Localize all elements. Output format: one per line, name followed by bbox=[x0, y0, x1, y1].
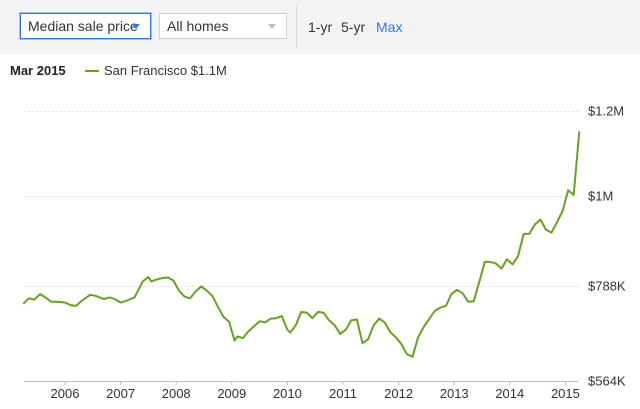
x-tick-label: 2015 bbox=[551, 386, 580, 401]
range-1yr[interactable]: 1-yr bbox=[308, 19, 333, 35]
toolbar: Median sale price All homes 1-yr 5-yr Ma… bbox=[0, 0, 640, 54]
range-max[interactable]: Max bbox=[376, 19, 403, 35]
y-tick-label: $1M bbox=[588, 189, 613, 204]
x-tick-label: 2014 bbox=[495, 386, 524, 401]
x-tick-label: 2012 bbox=[384, 386, 413, 401]
y-tick-label: $788K bbox=[588, 279, 626, 294]
x-tick-label: 2010 bbox=[273, 386, 302, 401]
x-tick-label: 2013 bbox=[440, 386, 469, 401]
series-line-san-francisco bbox=[22, 131, 581, 358]
chevron-down-icon bbox=[132, 24, 140, 29]
chevron-down-icon bbox=[268, 24, 276, 29]
legend-date: Mar 2015 bbox=[10, 63, 66, 78]
range-5yr[interactable]: 5-yr bbox=[341, 19, 366, 35]
x-tick-label: 2009 bbox=[217, 386, 246, 401]
metric-select-value: Median sale price bbox=[28, 18, 138, 34]
x-tick-label: 2006 bbox=[51, 386, 80, 401]
x-tick-label: 2011 bbox=[329, 386, 357, 401]
y-tick-label: $564K bbox=[588, 374, 626, 389]
x-tick-label: 2008 bbox=[162, 386, 191, 401]
toolbar-divider bbox=[296, 6, 297, 48]
y-tick-label: $1.2M bbox=[588, 104, 624, 119]
metric-select[interactable]: Median sale price bbox=[20, 13, 151, 39]
legend-series-label: San Francisco $1.1M bbox=[104, 63, 227, 78]
home-type-select[interactable]: All homes bbox=[159, 13, 287, 39]
home-type-select-value: All homes bbox=[167, 18, 229, 34]
x-tick-label: 2007 bbox=[106, 386, 135, 401]
legend-swatch bbox=[85, 70, 99, 72]
